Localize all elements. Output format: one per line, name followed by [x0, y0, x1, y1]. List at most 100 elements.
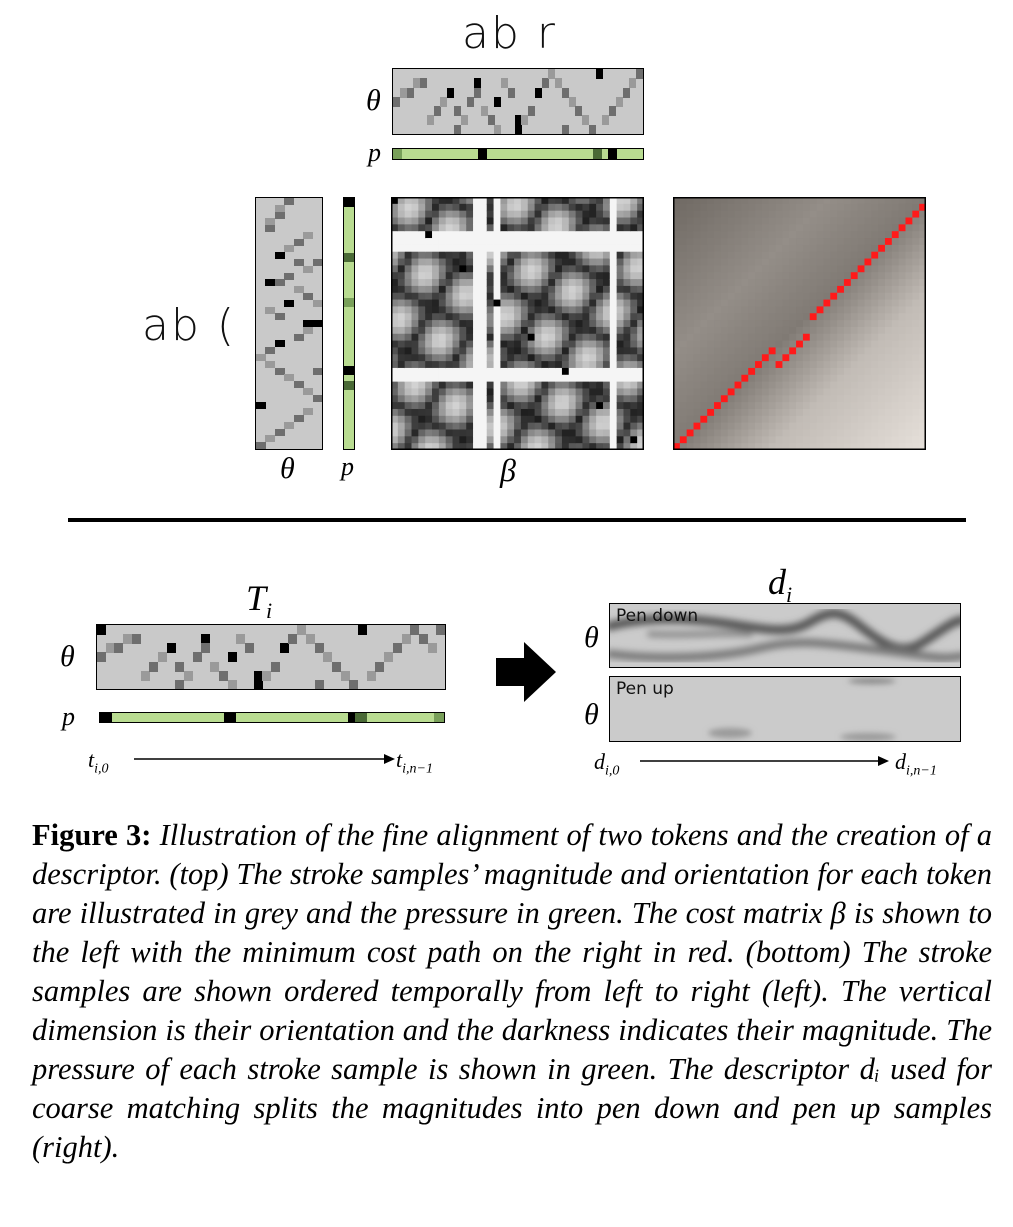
path-bg-cell	[789, 244, 797, 253]
path-bg-cell	[707, 217, 715, 225]
path-bg-cell	[823, 436, 831, 444]
cost-cell	[452, 313, 460, 321]
path-bg-cell	[707, 402, 715, 410]
pixel-cell	[588, 124, 596, 134]
path-bg-cell	[755, 347, 763, 355]
path-bg-cell	[898, 244, 907, 253]
path-bg-cell	[857, 361, 866, 369]
cost-cell	[561, 203, 570, 212]
path-bg-cell	[816, 203, 825, 212]
cost-cell	[630, 224, 638, 232]
cost-cell	[589, 292, 597, 301]
path-bg-cell	[714, 443, 722, 450]
path-bg-cell	[843, 429, 852, 437]
cost-cell	[500, 231, 508, 239]
path-bg-cell	[748, 354, 756, 362]
cost-cell	[623, 313, 631, 321]
cost-cell	[486, 292, 495, 301]
path-bg-cell	[714, 429, 722, 437]
path-bg-cell	[761, 367, 770, 376]
path-bg-cell	[782, 251, 790, 260]
cost-cell	[432, 258, 440, 266]
path-bg-cell	[809, 436, 818, 444]
path-bg-cell	[734, 326, 742, 335]
cost-cell	[391, 203, 399, 212]
cost-cell	[575, 340, 584, 349]
path-bg-cell	[789, 238, 797, 246]
path-bg-cell	[679, 279, 688, 287]
cost-cell	[596, 415, 604, 424]
pixel-cell	[426, 115, 434, 126]
path-bg-cell	[878, 354, 886, 362]
path-bg-cell	[912, 224, 920, 232]
path-bg-cell	[864, 265, 872, 273]
cost-cell	[452, 388, 460, 396]
cost-cell	[568, 340, 577, 349]
path-bg-cell	[782, 238, 790, 246]
path-bg-cell	[816, 429, 825, 437]
path-bg-cell	[884, 402, 893, 410]
cost-cell	[602, 279, 611, 287]
cost-cell	[623, 333, 631, 342]
path-bg-cell	[843, 299, 852, 308]
cost-cell	[493, 279, 502, 287]
cost-cell	[602, 354, 611, 362]
path-cell	[891, 231, 899, 239]
cost-cell	[548, 381, 556, 390]
cost-cell	[391, 313, 399, 321]
cost-cell	[473, 340, 481, 349]
path-cell	[700, 415, 708, 423]
path-bg-cell	[679, 258, 688, 266]
path-bg-cell	[864, 251, 872, 260]
cost-cell	[589, 408, 597, 417]
cost-cell	[411, 258, 419, 266]
path-bg-cell	[898, 231, 907, 239]
path-bg-cell	[686, 238, 695, 246]
cost-cell	[568, 272, 577, 280]
cost-cell	[548, 258, 556, 266]
path-bg-cell	[693, 443, 701, 450]
path-cell	[768, 347, 776, 355]
cost-cell	[589, 374, 597, 383]
path-bg-cell	[816, 272, 825, 280]
path-bg-cell	[734, 306, 742, 314]
path-bg-cell	[782, 197, 790, 205]
cost-cell	[397, 402, 406, 410]
cost-cell	[534, 224, 543, 232]
path-bg-cell	[850, 292, 859, 301]
path-bg-cell	[837, 347, 845, 355]
cost-cell	[507, 374, 515, 383]
path-bg-cell	[768, 367, 777, 376]
pixel-cell	[366, 670, 376, 681]
path-bg-cell	[905, 203, 913, 212]
cost-cell	[602, 197, 611, 205]
path-bg-cell	[850, 326, 859, 335]
path-bg-cell	[830, 415, 838, 424]
path-bg-cell	[816, 265, 825, 273]
path-bg-cell	[843, 210, 852, 219]
pixel-cell	[312, 394, 322, 402]
cost-cell	[486, 238, 495, 246]
cost-cell	[527, 340, 536, 349]
cost-matrix-border	[391, 197, 644, 450]
cost-cell	[623, 354, 631, 362]
cost-cell	[486, 367, 495, 376]
cost-cell	[473, 224, 481, 232]
path-bg-cell	[802, 326, 811, 335]
path-bg-cell	[761, 313, 770, 321]
cost-cell	[589, 238, 597, 246]
path-bg-cell	[741, 210, 749, 219]
cost-cell	[541, 203, 549, 212]
path-bg-cell	[837, 402, 845, 410]
path-bg-cell	[837, 320, 845, 328]
cost-cell	[637, 347, 644, 355]
path-bg-cell	[891, 272, 900, 280]
path-bg-cell	[707, 388, 715, 396]
path-bg-cell	[693, 367, 701, 376]
path-bg-cell	[714, 299, 722, 308]
path-bg-cell	[830, 381, 838, 390]
cost-cell	[493, 251, 502, 260]
cost-cell	[520, 238, 529, 246]
cost-cell	[425, 395, 433, 403]
cost-cell	[500, 217, 508, 225]
